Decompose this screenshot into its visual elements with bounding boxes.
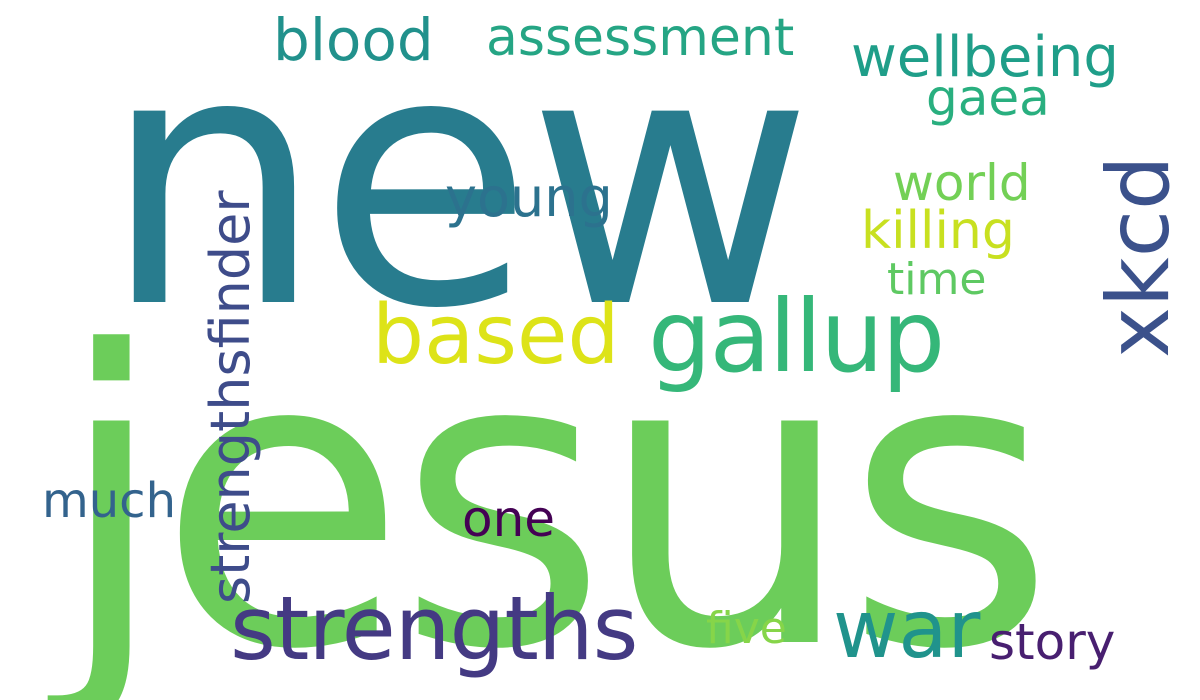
word-story: story [989, 613, 1116, 671]
word-jesus: jesus [55, 266, 1055, 700]
word-five: five [706, 603, 787, 654]
word-wellbeing: wellbeing [851, 25, 1119, 90]
word-based: based [372, 288, 620, 383]
word-killing: killing [861, 201, 1015, 261]
word-new: new [102, 0, 813, 385]
word-blood: blood [273, 6, 434, 74]
word-gallup: gallup [648, 278, 945, 395]
word-strengthsfinder: strengthsfinder [199, 190, 262, 604]
word-one: one [462, 490, 556, 548]
word-war: war [833, 583, 981, 676]
word-assessment: assessment [486, 8, 795, 68]
word-gaea: gaea [926, 69, 1050, 127]
word-young: young [445, 166, 613, 229]
word-time: time [887, 254, 987, 305]
word-xkcd: xkcd [1089, 155, 1189, 358]
word-much: much [42, 473, 176, 529]
word-strengths: strengths [230, 577, 638, 680]
word-world: world [893, 154, 1031, 212]
